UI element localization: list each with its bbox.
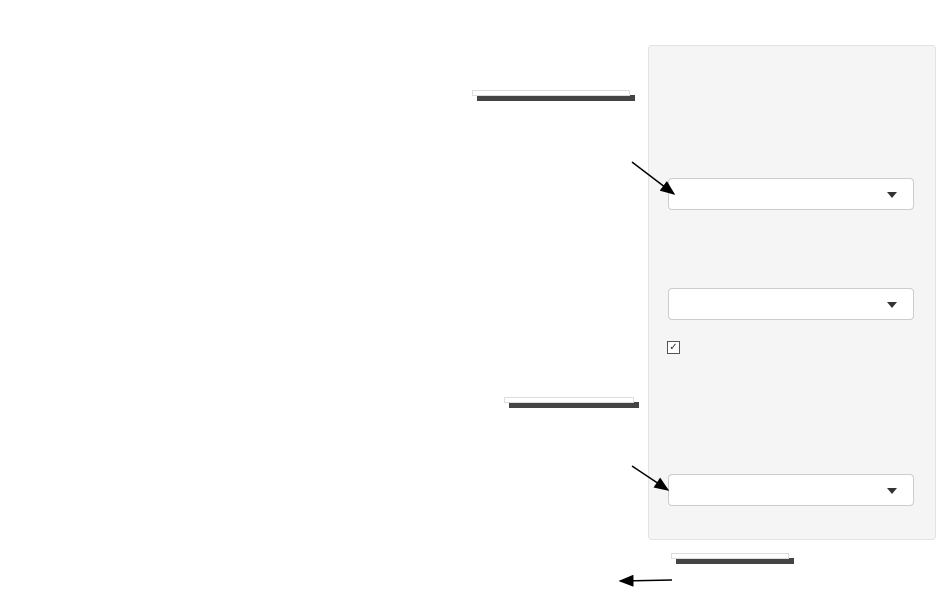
select[interactable]: [668, 288, 914, 320]
select[interactable]: [668, 474, 914, 506]
callout: [504, 397, 634, 403]
callout: [472, 90, 630, 96]
checkbox[interactable]: ✓: [667, 341, 680, 354]
select[interactable]: [668, 178, 914, 210]
callout: [671, 553, 789, 559]
